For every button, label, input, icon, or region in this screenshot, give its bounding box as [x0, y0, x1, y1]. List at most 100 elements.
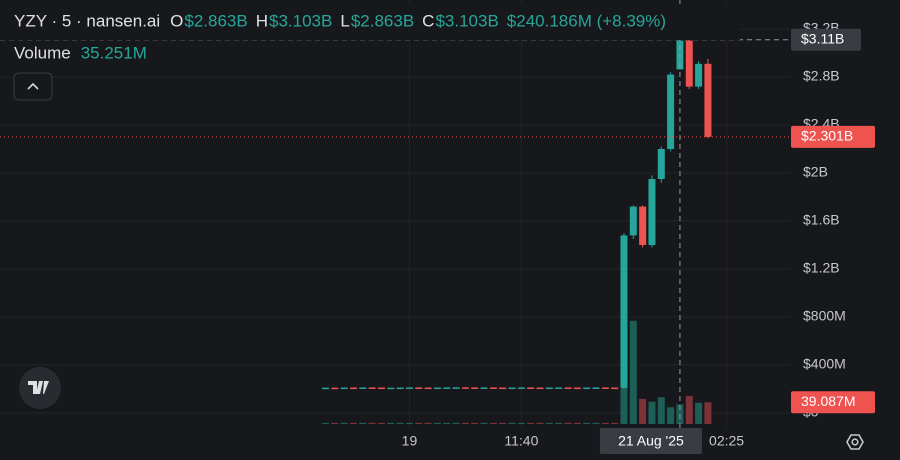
candle-body	[387, 387, 395, 390]
candle-body	[564, 387, 572, 389]
volume-bar	[396, 422, 404, 424]
x-tick-label: 19	[402, 433, 418, 449]
last-volume-box	[791, 391, 875, 414]
y-tick-label: $1.2B	[803, 260, 840, 276]
volume-bar	[489, 422, 497, 424]
candle-body	[620, 235, 628, 388]
candle-body	[508, 387, 516, 390]
symbol-title: YZY · 5 · nansen.ai	[14, 11, 160, 30]
header-bg	[0, 4, 740, 40]
volume-bar	[331, 422, 339, 424]
candle-body	[657, 149, 665, 179]
candle-body	[480, 387, 488, 389]
volume-bar	[508, 422, 516, 424]
volume-bar	[695, 402, 703, 424]
candle-body	[322, 387, 330, 390]
volume-bar	[685, 396, 693, 424]
volume-bar	[387, 422, 395, 424]
volume-bar	[480, 422, 488, 424]
candle-body	[443, 387, 451, 389]
volume-bar	[527, 422, 535, 424]
ohlc-value: $2.863B	[184, 11, 247, 30]
last-price-label: $2.301B	[801, 128, 853, 144]
volume-bar	[359, 422, 367, 424]
volume-title: Volume	[14, 43, 71, 62]
volume-bar	[424, 422, 432, 424]
candle-body	[555, 387, 563, 389]
volume-bar	[564, 422, 572, 424]
candle-body	[331, 387, 339, 390]
y-tick-label: $2.8B	[803, 68, 840, 84]
crosshair-x-box	[599, 428, 702, 454]
volume-bar	[667, 407, 675, 424]
volume-value: 35.251M	[81, 43, 147, 62]
volume-bar	[461, 422, 469, 424]
candle-body	[499, 387, 507, 390]
candle-body	[648, 179, 656, 245]
x-tick-label: 11:40	[504, 433, 538, 449]
tv-logo-mark	[28, 381, 49, 394]
volume-bar	[704, 402, 712, 424]
ohlc-key: C	[422, 11, 434, 30]
candle-body	[368, 387, 376, 389]
volume-bar	[573, 422, 581, 424]
candle-body	[461, 387, 469, 389]
candle-body	[611, 387, 619, 390]
candle-body	[601, 387, 609, 389]
candle-body	[396, 387, 404, 390]
y-tick-label: $1.6B	[803, 212, 840, 228]
crosshair-y-box	[791, 28, 861, 51]
volume-bar	[349, 422, 357, 424]
change-value: $240.186M (+8.39%)	[507, 11, 666, 30]
volume-bar	[657, 397, 665, 424]
candle-body	[471, 387, 479, 389]
last-volume-label: 39.087M	[801, 393, 855, 409]
volume-bar	[368, 422, 376, 424]
candle-body	[452, 387, 460, 389]
last-price-box	[791, 125, 875, 148]
candle-body	[424, 387, 432, 390]
candle-body	[685, 40, 693, 87]
candle-body	[704, 63, 712, 137]
candle-body	[377, 387, 385, 390]
volume-bar	[499, 422, 507, 424]
collapse-icon	[27, 82, 39, 90]
ohlc-value: $3.103B	[269, 11, 332, 30]
candle-body	[536, 387, 544, 390]
settings-icon[interactable]	[846, 434, 864, 450]
volume-bar	[536, 422, 544, 424]
candle-body	[527, 387, 535, 389]
candle-body	[415, 387, 423, 389]
candle-body	[433, 387, 441, 390]
volume-bar	[639, 398, 647, 424]
crosshair-x-label: 21 Aug '25	[618, 433, 684, 449]
ohlc-value: $3.103B	[435, 11, 498, 30]
volume-bar	[433, 422, 441, 424]
x-tick-label: 02:25	[709, 433, 744, 449]
y-tick-label: $2B	[803, 164, 828, 180]
collapse-button[interactable]	[13, 72, 53, 101]
candle-body	[592, 387, 600, 389]
crosshair-y-label: $3.11B	[801, 31, 844, 47]
settings-shape	[846, 434, 864, 450]
volume-bar	[405, 422, 413, 424]
volume-bar	[377, 422, 385, 424]
volume-bar	[443, 422, 451, 424]
ohlc-key: L	[340, 11, 349, 30]
volume-bar	[583, 422, 591, 424]
candle-body	[405, 387, 413, 389]
volume-bar	[545, 422, 553, 424]
candle-body	[349, 387, 357, 390]
ohlc-key: H	[256, 11, 268, 30]
ohlc-key: O	[170, 11, 183, 30]
volume-bar	[592, 422, 600, 424]
volume-bar	[648, 401, 656, 424]
candle-body	[359, 387, 367, 389]
volume-bar	[415, 422, 423, 424]
ohlc-value: $2.863B	[351, 11, 414, 30]
volume-bar	[322, 422, 330, 424]
volume-bar	[629, 320, 637, 424]
